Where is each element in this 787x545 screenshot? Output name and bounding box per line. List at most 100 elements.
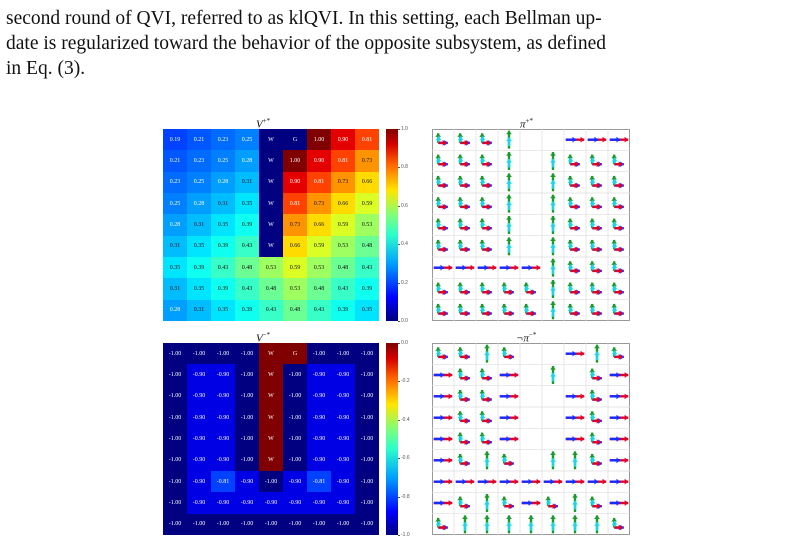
heatmap-cell: 0.28 [163, 299, 187, 321]
policy-arrow-right-red [570, 161, 579, 168]
heatmap-cell: 0.81 [331, 150, 355, 172]
policy-arrow-right-red [592, 161, 601, 168]
policy-arrow-up-cyan [567, 157, 574, 164]
policy-arrow-up-cyan [611, 221, 618, 228]
heatmap-cell: 0.21 [187, 129, 211, 151]
heatmap-cell: 0.81 [307, 171, 331, 193]
heatmap-cell: 0.39 [235, 214, 259, 236]
heatmap-cell: -0.90 [187, 407, 211, 429]
policy-arrow-up-cyan [550, 265, 556, 275]
policy-arrow-right-red [482, 203, 491, 210]
policy-arrow-up-cyan [589, 457, 596, 463]
policy-arrow-right-red [570, 182, 579, 189]
piplus-title: π+* [520, 117, 533, 131]
policy-arrow-up-cyan [567, 179, 574, 185]
policy-arrow-right-red [592, 246, 601, 253]
policy-arrow-up-cyan [501, 307, 508, 313]
policy-arrow-right-red [482, 310, 491, 317]
policy-arrow-right-red [614, 225, 623, 232]
policy-arrow-right-red [592, 267, 601, 274]
policy-arrow-right-red [460, 246, 469, 253]
policy-arrow-right-red [438, 289, 447, 296]
heatmap-cell: -1.00 [163, 513, 187, 535]
heatmap-cell: 0.35 [211, 214, 235, 236]
policy-arrow-right-red [614, 353, 623, 360]
policy-arrow-up-cyan [550, 201, 556, 211]
heatmap-cell: 0.48 [307, 278, 331, 300]
heatmap-cell: -1.00 [163, 407, 187, 429]
policy-arrow-right-red [438, 246, 447, 253]
heatmap-cell: 1.00 [283, 150, 307, 172]
heatmap-cell: 0.43 [307, 299, 331, 321]
colorbar-tick-label: 0.0 [398, 318, 408, 324]
colorbar-tick-label: -0.8 [398, 493, 410, 500]
heatmap-cell: -1.00 [235, 428, 259, 450]
policy-arrow-right-red [438, 310, 447, 317]
policy-arrow-right-red [482, 396, 491, 403]
policy-arrow-up-cyan [435, 179, 442, 185]
heatmap-cell: -1.00 [283, 364, 307, 386]
heatmap-cell: 0.28 [235, 150, 259, 172]
policy-arrow-up-cyan [479, 221, 486, 228]
heatmap-cell: G [283, 343, 307, 365]
colorbar-tick-label: 0.2 [398, 279, 408, 286]
policy-arrow-right-red [482, 439, 491, 446]
policy-arrow-right-red [592, 503, 601, 510]
heatmap-cell: -1.00 [235, 407, 259, 429]
heatmap-cell: W [259, 385, 283, 407]
heatmap-cell: 0.48 [355, 235, 379, 257]
policy-arrow-right-blue [543, 478, 555, 485]
policy-arrow-up-cyan [589, 371, 596, 378]
policy-arrow-up-cyan [501, 499, 508, 506]
policy-arrow-up-cyan [589, 285, 596, 292]
heatmap-cell: -0.90 [307, 364, 331, 386]
heatmap-cell: 0.73 [283, 214, 307, 236]
policy-arrow-up-cyan [457, 136, 464, 142]
policy-arrow-right-red [592, 417, 601, 424]
heatmap-cell: -1.00 [235, 449, 259, 471]
policy-arrow-right-red [438, 524, 447, 531]
policy-arrow-right-red [592, 310, 601, 317]
heatmap-cell: -0.90 [211, 385, 235, 407]
policy-arrow-right-blue [565, 136, 577, 143]
heatmap-cell: 0.90 [331, 129, 355, 151]
policy-arrow-right-red [504, 503, 513, 510]
policy-arrow-up-cyan [589, 179, 596, 185]
heatmap-cell: 0.73 [331, 171, 355, 193]
heatmap-cell: W [259, 235, 283, 257]
policy-arrow-right-red [460, 182, 469, 189]
policy-arrow-right-red [592, 225, 601, 232]
heatmap-cell: -1.00 [163, 364, 187, 386]
policy-arrow-up-cyan [611, 285, 618, 292]
heatmap-cell: 0.48 [259, 278, 283, 300]
policy-arrow-up-cyan [589, 243, 596, 249]
policy-arrow-right-blue [609, 478, 621, 485]
policy-arrow-right-blue [609, 457, 621, 464]
policy-arrow-right-red [460, 417, 469, 424]
policy-arrow-right-red [614, 310, 623, 317]
heatmap-cell: 0.43 [259, 299, 283, 321]
policy-arrow-right-red [438, 182, 447, 189]
heatmap-cell: -1.00 [355, 385, 379, 407]
heatmap-cell: 1.00 [307, 129, 331, 151]
policy-arrow-right-red [592, 396, 601, 403]
colorbar-tick-label: 0.6 [398, 202, 408, 209]
policy-arrow-right-red [570, 267, 579, 274]
policy-arrow-right-blue [609, 500, 621, 506]
body-paragraph: second round of QVI, referred to as klQV… [6, 6, 781, 81]
heatmap-cell: -1.00 [283, 513, 307, 535]
heatmap-cell: 0.59 [331, 214, 355, 236]
heatmap-cell: 0.28 [163, 214, 187, 236]
heatmap-cell: 0.48 [283, 299, 307, 321]
policy-arrow-right-red [438, 161, 447, 168]
policy-arrow-up-cyan [435, 350, 442, 356]
heatmap-cell: 0.35 [211, 299, 235, 321]
heatmap-cell: 0.39 [211, 235, 235, 257]
policy-arrow-right-blue [587, 136, 599, 143]
policy-arrow-right-red [438, 203, 447, 210]
heatmap-cell: -0.90 [187, 364, 211, 386]
heatmap-cell: 0.90 [283, 171, 307, 193]
heatmap-cell: 0.59 [355, 193, 379, 215]
heatmap-cell: -0.90 [307, 428, 331, 450]
heatmap-cell: 0.43 [235, 278, 259, 300]
